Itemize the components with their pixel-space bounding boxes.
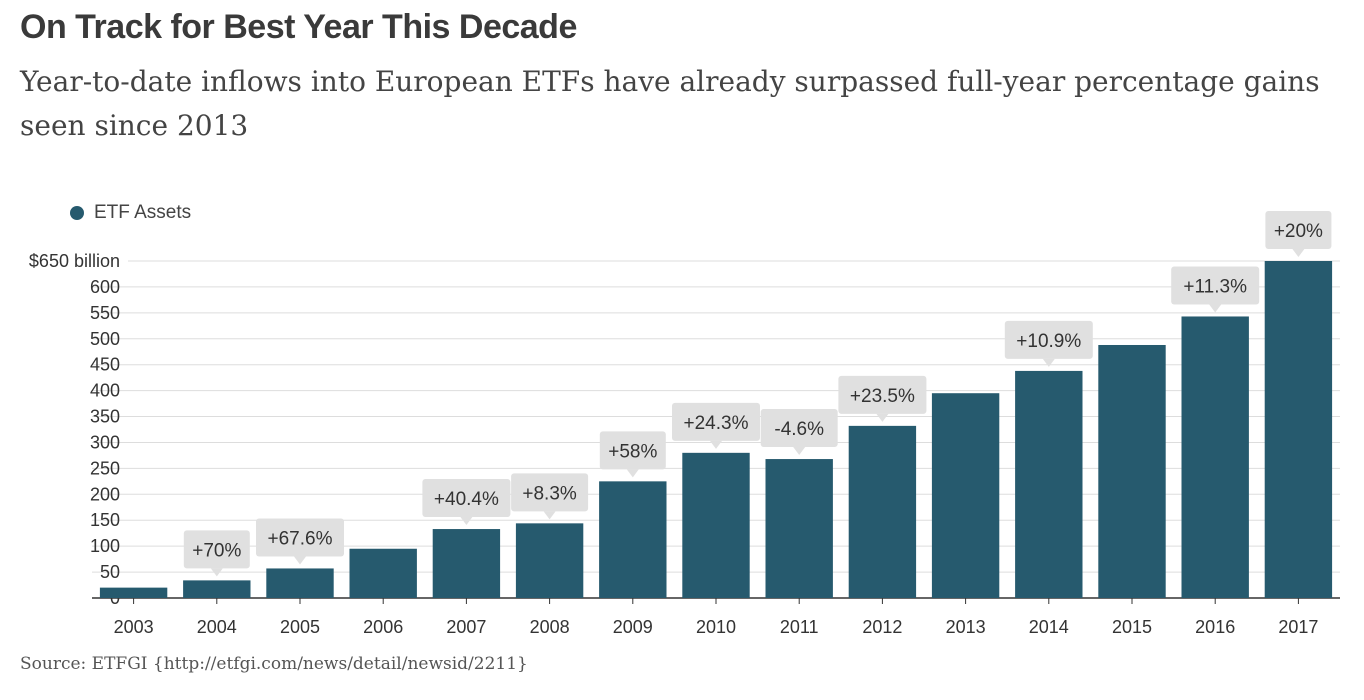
chart-subtitle: Year-to-date inflows into European ETFs … <box>20 65 1320 142</box>
legend: ETF Assets <box>70 202 191 224</box>
annotation-box <box>1004 320 1093 359</box>
x-tick-label: 2003 <box>114 617 154 637</box>
x-tick-label: 2013 <box>946 617 986 637</box>
annotation-box <box>672 402 760 441</box>
annotation-label: +40.4% <box>434 489 499 510</box>
annotation-box <box>838 375 927 414</box>
annotation-label: +11.3% <box>1183 276 1247 297</box>
annotation-label: +10.9% <box>1016 331 1081 352</box>
bar <box>515 523 584 598</box>
x-tick-label: 2010 <box>696 617 736 637</box>
x-tick-label: 2007 <box>446 617 486 637</box>
y-tick-label: 450 <box>90 355 120 375</box>
annotation-pointer <box>210 568 223 577</box>
y-tick-label: 250 <box>90 458 120 478</box>
annotation-pointer <box>793 447 806 456</box>
bar <box>848 425 917 598</box>
annotation-label: +20% <box>1274 221 1323 242</box>
annotation-pointer <box>543 511 556 520</box>
legend-label: ETF Assets <box>94 202 192 223</box>
annotation-box <box>256 518 344 557</box>
bar <box>349 548 417 598</box>
x-tick-label: 2005 <box>280 617 320 637</box>
annotation-box <box>422 479 511 518</box>
x-tick-label: 2008 <box>530 617 570 637</box>
x-tick-label: 2014 <box>1029 617 1069 637</box>
annotation-label: +58% <box>608 441 657 462</box>
annotation-pointer <box>710 440 722 449</box>
y-tick-label: 350 <box>90 407 120 427</box>
source-note: Source: ETFGI {http://etfgi.com/news/det… <box>20 654 528 674</box>
bar <box>599 481 667 598</box>
bar <box>931 393 1000 598</box>
x-tick-label: 2004 <box>197 617 237 637</box>
bar <box>1181 316 1249 598</box>
bar <box>1015 370 1083 598</box>
x-tick-label: 2015 <box>1112 617 1152 637</box>
x-tick-label: 2017 <box>1278 617 1318 637</box>
bar <box>1098 344 1166 598</box>
y-tick-label: 400 <box>90 381 120 401</box>
annotation-label: +70% <box>192 540 241 561</box>
x-tick-label: 2006 <box>363 617 403 637</box>
x-tick-label: 2012 <box>862 617 902 637</box>
bar <box>765 459 833 598</box>
annotation-label: -4.6% <box>774 419 824 440</box>
bar <box>432 529 501 598</box>
annotation-label: +24.3% <box>684 413 749 434</box>
x-tick-label: 2009 <box>613 617 653 637</box>
annotation-box <box>760 409 838 448</box>
annotation-box <box>1171 266 1260 305</box>
annotation-box <box>511 473 589 512</box>
annotation-pointer <box>460 517 473 526</box>
y-tick-label: 600 <box>90 277 120 297</box>
annotation-box <box>1265 211 1332 249</box>
bar <box>99 587 168 598</box>
y-tick-label: 50 <box>100 562 120 582</box>
annotation-pointer <box>876 413 889 422</box>
y-tick-label: 200 <box>90 484 120 504</box>
annotation-label: +8.3% <box>522 483 577 504</box>
annotation-box <box>599 431 666 470</box>
y-tick-label: 500 <box>90 329 120 349</box>
annotation-label: +67.6% <box>268 528 333 549</box>
annotation-pointer <box>1292 249 1305 257</box>
y-tick-label: 300 <box>90 432 120 452</box>
annotation-pointer <box>1042 358 1055 367</box>
y-tick-label: $650 billion <box>29 251 120 271</box>
bar <box>682 452 750 598</box>
bar <box>183 580 251 598</box>
y-tick-label: 550 <box>90 303 120 323</box>
bar <box>1264 261 1333 598</box>
y-tick-label: 100 <box>90 536 120 556</box>
annotation-label: +23.5% <box>850 386 915 407</box>
annotation-pointer <box>1209 304 1222 313</box>
chart-title: On Track for Best Year This Decade <box>20 8 577 46</box>
annotation-pointer <box>294 556 306 565</box>
y-tick-label: 150 <box>90 510 120 530</box>
annotation-box <box>183 530 250 569</box>
x-tick-label: 2011 <box>780 617 819 637</box>
x-tick-label: 2016 <box>1195 617 1235 637</box>
legend-swatch <box>70 206 84 220</box>
annotation-pointer <box>626 469 639 478</box>
bar <box>266 568 334 598</box>
